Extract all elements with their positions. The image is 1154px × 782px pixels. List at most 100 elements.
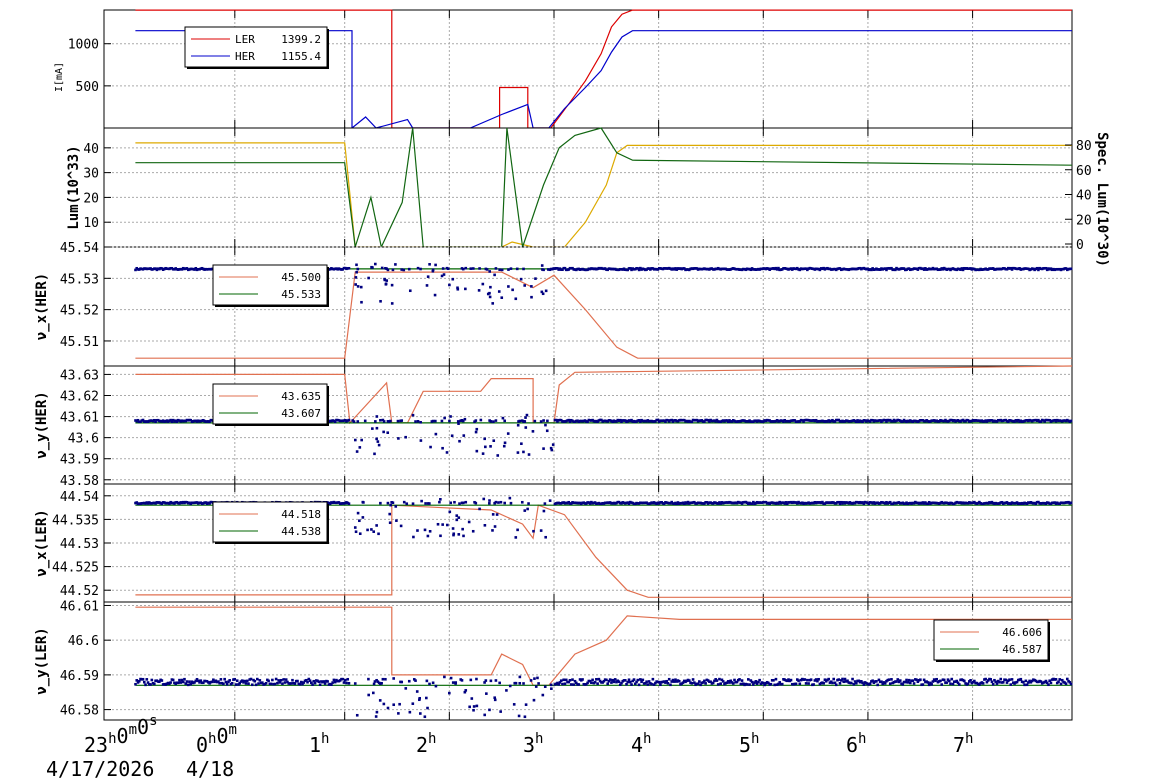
y-tick-label: 43.63 — [60, 368, 99, 383]
scatter-point — [563, 266, 567, 270]
y-right-tick-label: 60 — [1076, 164, 1092, 179]
scatter-point — [496, 454, 500, 457]
scatter-point — [568, 420, 572, 424]
scatter-point — [735, 680, 739, 684]
scatter-point — [375, 710, 379, 714]
scatter-point — [501, 416, 505, 420]
scatter-point — [636, 267, 640, 270]
scatter-point — [898, 679, 902, 682]
scatter-point — [356, 420, 360, 423]
scatter-point — [372, 691, 375, 695]
legend-value: 43.607 — [281, 407, 321, 420]
scatter-point — [277, 679, 280, 682]
scatter-point — [763, 683, 766, 687]
scatter-point — [412, 535, 415, 539]
x-tick-label: 1h — [309, 731, 329, 757]
scatter-point — [814, 678, 818, 681]
scatter-point — [719, 682, 722, 685]
scatter-point — [755, 682, 759, 685]
scatter-point — [479, 418, 483, 422]
scatter-point — [532, 529, 535, 533]
scatter-point — [291, 678, 294, 682]
scatter-point — [298, 683, 302, 686]
scatter-point — [386, 501, 390, 505]
scatter-point — [411, 502, 415, 505]
scatter-point — [379, 501, 382, 505]
scatter-point — [181, 680, 185, 684]
scatter-point — [150, 678, 154, 682]
scatter-point — [379, 299, 382, 303]
scatter-point — [354, 283, 357, 286]
scatter-point — [370, 265, 373, 269]
scatter-point — [711, 681, 715, 685]
scatter-point — [389, 503, 392, 507]
scatter-point — [747, 678, 750, 681]
scatter-point — [142, 680, 146, 684]
scatter-point — [390, 302, 394, 305]
scatter-point — [561, 682, 564, 686]
scatter-point — [384, 282, 388, 286]
scatter-point — [981, 682, 985, 685]
scatter-point — [464, 500, 468, 504]
y-right-axis-label: Spec. Lum(10^30) — [1094, 132, 1110, 267]
scatter-point — [516, 423, 520, 427]
scatter-point — [832, 677, 836, 681]
scatter-point — [389, 419, 392, 423]
scatter-point — [531, 430, 535, 433]
scatter-point — [419, 420, 422, 424]
scatter-point — [469, 678, 473, 682]
scatter-point — [400, 419, 404, 422]
scatter-point — [572, 683, 576, 686]
scatter-point — [467, 520, 471, 524]
scatter-point — [883, 267, 887, 270]
scatter-point — [625, 682, 628, 686]
scatter-point — [475, 677, 478, 681]
scatter-point — [356, 511, 360, 515]
scatter-point — [455, 514, 459, 517]
scatter-point — [1004, 678, 1008, 682]
scatter-point — [644, 682, 647, 685]
y-tick-label: 43.6 — [68, 432, 99, 447]
scatter-point — [438, 500, 441, 504]
scatter-point — [306, 680, 309, 684]
scatter-point — [1022, 680, 1025, 684]
scatter-point — [464, 266, 468, 270]
scatter-point — [546, 268, 550, 271]
scatter-point — [698, 680, 701, 683]
scatter-point — [901, 683, 905, 686]
scatter-point — [189, 418, 193, 422]
scatter-point — [946, 678, 950, 681]
scatter-point — [141, 418, 145, 422]
scatter-point — [483, 437, 486, 441]
scatter-point — [311, 683, 314, 686]
scatter-point — [871, 267, 874, 270]
scatter-point — [1024, 679, 1028, 683]
scatter-point — [704, 682, 707, 685]
scatter-point — [489, 679, 493, 683]
scatter-point — [557, 683, 560, 686]
series-line — [135, 504, 1072, 598]
scatter-point — [699, 683, 702, 687]
scatter-point — [960, 267, 964, 270]
scatter-point — [317, 680, 321, 684]
scatter-point — [888, 500, 892, 504]
scatter-point — [639, 420, 642, 423]
scatter-point — [539, 529, 543, 532]
scatter-point — [456, 420, 460, 423]
scatter-point — [347, 266, 351, 270]
scatter-point — [374, 420, 377, 423]
scatter-point — [484, 445, 487, 449]
scatter-point — [871, 679, 874, 683]
scatter-point — [428, 529, 432, 533]
scatter-point — [701, 681, 705, 684]
scatter-point — [1069, 501, 1073, 505]
scatter-point — [158, 680, 161, 684]
scatter-point — [382, 430, 385, 434]
scatter-point — [870, 268, 873, 272]
scatter-point — [499, 710, 502, 713]
scatter-point — [772, 678, 775, 682]
scatter-point — [664, 420, 667, 423]
scatter-point — [523, 284, 526, 287]
scatter-point — [455, 518, 459, 522]
scatter-point — [973, 679, 976, 683]
